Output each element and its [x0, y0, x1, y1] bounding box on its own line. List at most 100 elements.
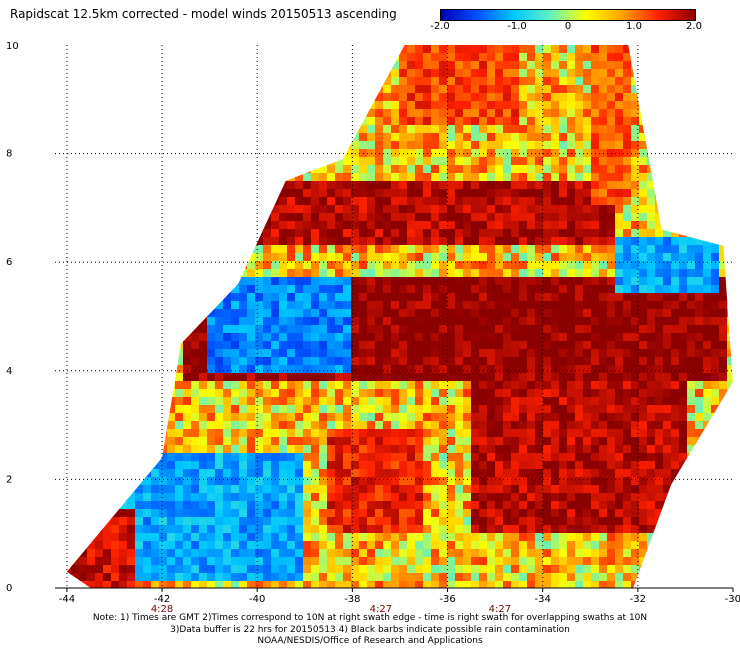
heatmap-cell — [695, 237, 704, 246]
heatmap-cell — [295, 397, 304, 406]
heatmap-cell — [311, 469, 320, 478]
heatmap-cell — [511, 277, 520, 286]
heatmap-cell — [71, 437, 80, 446]
heatmap-cell — [375, 429, 384, 438]
heatmap-cell — [583, 61, 592, 70]
heatmap-cell — [663, 333, 672, 342]
heatmap-cell — [407, 45, 416, 54]
heatmap-cell — [719, 45, 728, 54]
heatmap-cell — [695, 453, 704, 462]
heatmap-cell — [399, 93, 408, 102]
heatmap-cell — [191, 141, 200, 150]
heatmap-cell — [223, 469, 232, 478]
heatmap-cell — [383, 125, 392, 134]
heatmap-cell — [471, 229, 480, 238]
heatmap-cell — [567, 429, 576, 438]
heatmap-cell — [231, 477, 240, 486]
heatmap-cell — [167, 141, 176, 150]
heatmap-cell — [223, 485, 232, 494]
heatmap-cell — [727, 429, 733, 438]
heatmap-cell — [263, 245, 272, 254]
heatmap-cell — [359, 133, 368, 142]
heatmap-cell — [575, 221, 584, 230]
heatmap-cell — [199, 101, 208, 110]
heatmap-cell — [71, 269, 80, 278]
heatmap-cell — [455, 69, 464, 78]
heatmap-cell — [407, 141, 416, 150]
heatmap-cell — [431, 277, 440, 286]
heatmap-cell — [143, 205, 152, 214]
heatmap-cell — [295, 69, 304, 78]
heatmap-cell — [695, 285, 704, 294]
heatmap-cell — [103, 61, 112, 70]
heatmap-cell — [111, 133, 120, 142]
heatmap-cell — [463, 173, 472, 182]
heatmap-cell — [327, 397, 336, 406]
heatmap-cell — [311, 197, 320, 206]
heatmap-cell — [271, 85, 280, 94]
heatmap-cell — [575, 229, 584, 238]
heatmap-cell — [263, 237, 272, 246]
heatmap-cell — [231, 45, 240, 54]
heatmap-cell — [143, 245, 152, 254]
heatmap-cell — [527, 77, 536, 86]
heatmap-cell — [359, 469, 368, 478]
heatmap-cell — [671, 69, 680, 78]
heatmap-cell — [623, 109, 632, 118]
heatmap-cell — [447, 397, 456, 406]
heatmap-cell — [687, 493, 696, 502]
heatmap-cell — [495, 181, 504, 190]
heatmap-cell — [639, 325, 648, 334]
heatmap-cell — [671, 285, 680, 294]
heatmap-cell — [55, 349, 64, 358]
heatmap-cell — [215, 381, 224, 390]
heatmap-cell — [231, 197, 240, 206]
heatmap-cell — [583, 293, 592, 302]
heatmap-cell — [407, 181, 416, 190]
heatmap-cell — [463, 181, 472, 190]
heatmap-cell — [415, 45, 424, 54]
heatmap-cell — [383, 253, 392, 262]
heatmap-cell — [375, 173, 384, 182]
heatmap-cell — [487, 405, 496, 414]
heatmap-cell — [183, 309, 192, 318]
heatmap-cell — [719, 229, 728, 238]
heatmap-cell — [575, 373, 584, 382]
heatmap-cell — [519, 269, 528, 278]
heatmap-cell — [519, 45, 528, 54]
heatmap-cell — [415, 61, 424, 70]
heatmap-cell — [423, 309, 432, 318]
heatmap-cell — [639, 53, 648, 62]
heatmap-cell — [727, 341, 733, 350]
heatmap-cell — [247, 381, 256, 390]
heatmap-cell — [415, 125, 424, 134]
heatmap-cell — [471, 469, 480, 478]
heatmap-cell — [143, 229, 152, 238]
heatmap-cell — [415, 133, 424, 142]
heatmap-cell — [727, 453, 733, 462]
heatmap-cell — [559, 317, 568, 326]
heatmap-cell — [695, 301, 704, 310]
heatmap-cell — [367, 381, 376, 390]
heatmap-cell — [119, 45, 128, 54]
heatmap-cell — [359, 421, 368, 430]
heatmap-cell — [335, 277, 344, 286]
heatmap-cell — [207, 461, 216, 470]
heatmap-cell — [487, 173, 496, 182]
heatmap-cell — [143, 333, 152, 342]
heatmap-cell — [671, 501, 680, 510]
heatmap-cell — [199, 301, 208, 310]
heatmap-cell — [327, 189, 336, 198]
heatmap-cell — [239, 277, 248, 286]
heatmap-cell — [191, 189, 200, 198]
heatmap-cell — [183, 157, 192, 166]
heatmap-cell — [151, 133, 160, 142]
heatmap-cell — [135, 157, 144, 166]
heatmap-cell — [95, 109, 104, 118]
heatmap-cell — [463, 221, 472, 230]
heatmap-cell — [727, 317, 733, 326]
heatmap-cell — [303, 45, 312, 54]
heatmap-cell — [415, 381, 424, 390]
heatmap-cell — [87, 45, 96, 54]
heatmap-cell — [239, 285, 248, 294]
